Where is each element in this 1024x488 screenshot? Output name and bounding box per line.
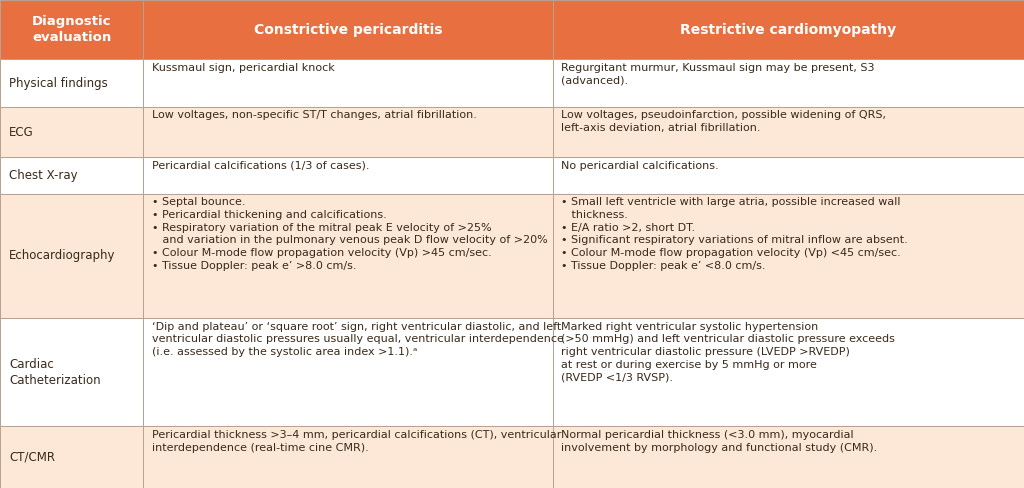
Text: • Septal bounce.
• Pericardial thickening and calcifications.
• Respiratory vari: • Septal bounce. • Pericardial thickenin… [152, 197, 547, 271]
Text: Constrictive pericarditis: Constrictive pericarditis [254, 23, 442, 37]
Text: Marked right ventricular systolic hypertension
(>50 mmHg) and left ventricular d: Marked right ventricular systolic hypert… [561, 322, 895, 383]
Text: ‘Dip and plateau’ or ‘square root’ sign, right ventricular diastolic, and left
v: ‘Dip and plateau’ or ‘square root’ sign,… [152, 322, 563, 357]
Bar [0, 0, 143, 60]
Text: ECG: ECG [9, 125, 34, 139]
Text: Diagnostic
evaluation: Diagnostic evaluation [32, 15, 112, 44]
Bar [143, 194, 553, 318]
Bar [553, 0, 1024, 60]
Bar [0, 427, 143, 488]
Bar [0, 107, 143, 157]
Text: Echocardiography: Echocardiography [9, 249, 116, 263]
Text: Physical findings: Physical findings [9, 77, 108, 90]
Text: Restrictive cardiomyopathy: Restrictive cardiomyopathy [680, 23, 897, 37]
Text: Kussmaul sign, pericardial knock: Kussmaul sign, pericardial knock [152, 63, 334, 73]
Text: • Small left ventricle with large atria, possible increased wall
   thickness.
•: • Small left ventricle with large atria,… [561, 197, 908, 271]
Bar [143, 157, 553, 194]
Text: Low voltages, non-specific ST/T changes, atrial fibrillation.: Low voltages, non-specific ST/T changes,… [152, 110, 476, 121]
Bar [143, 427, 553, 488]
Bar [553, 157, 1024, 194]
Bar [143, 318, 553, 427]
Bar [0, 194, 143, 318]
Text: Pericardial thickness >3–4 mm, pericardial calcifications (CT), ventricular
inte: Pericardial thickness >3–4 mm, pericardi… [152, 430, 561, 453]
Text: Cardiac
Catheterization: Cardiac Catheterization [9, 358, 100, 387]
Text: Low voltages, pseudoinfarction, possible widening of QRS,
left-axis deviation, a: Low voltages, pseudoinfarction, possible… [561, 110, 886, 133]
Text: No pericardial calcifications.: No pericardial calcifications. [561, 161, 719, 171]
Bar [0, 60, 143, 107]
Bar [0, 157, 143, 194]
Bar [553, 318, 1024, 427]
Bar [143, 107, 553, 157]
Bar [553, 427, 1024, 488]
Bar [553, 194, 1024, 318]
Bar [553, 107, 1024, 157]
Text: Pericardial calcifications (1/3 of cases).: Pericardial calcifications (1/3 of cases… [152, 161, 369, 171]
Bar [0, 318, 143, 427]
Bar [143, 0, 553, 60]
Text: CT/CMR: CT/CMR [9, 451, 55, 464]
Bar [143, 60, 553, 107]
Text: Normal pericardial thickness (<3.0 mm), myocardial
involvement by morphology and: Normal pericardial thickness (<3.0 mm), … [561, 430, 878, 453]
Text: Chest X-ray: Chest X-ray [9, 169, 78, 182]
Text: Regurgitant murmur, Kussmaul sign may be present, S3
(advanced).: Regurgitant murmur, Kussmaul sign may be… [561, 63, 874, 85]
Bar [553, 60, 1024, 107]
